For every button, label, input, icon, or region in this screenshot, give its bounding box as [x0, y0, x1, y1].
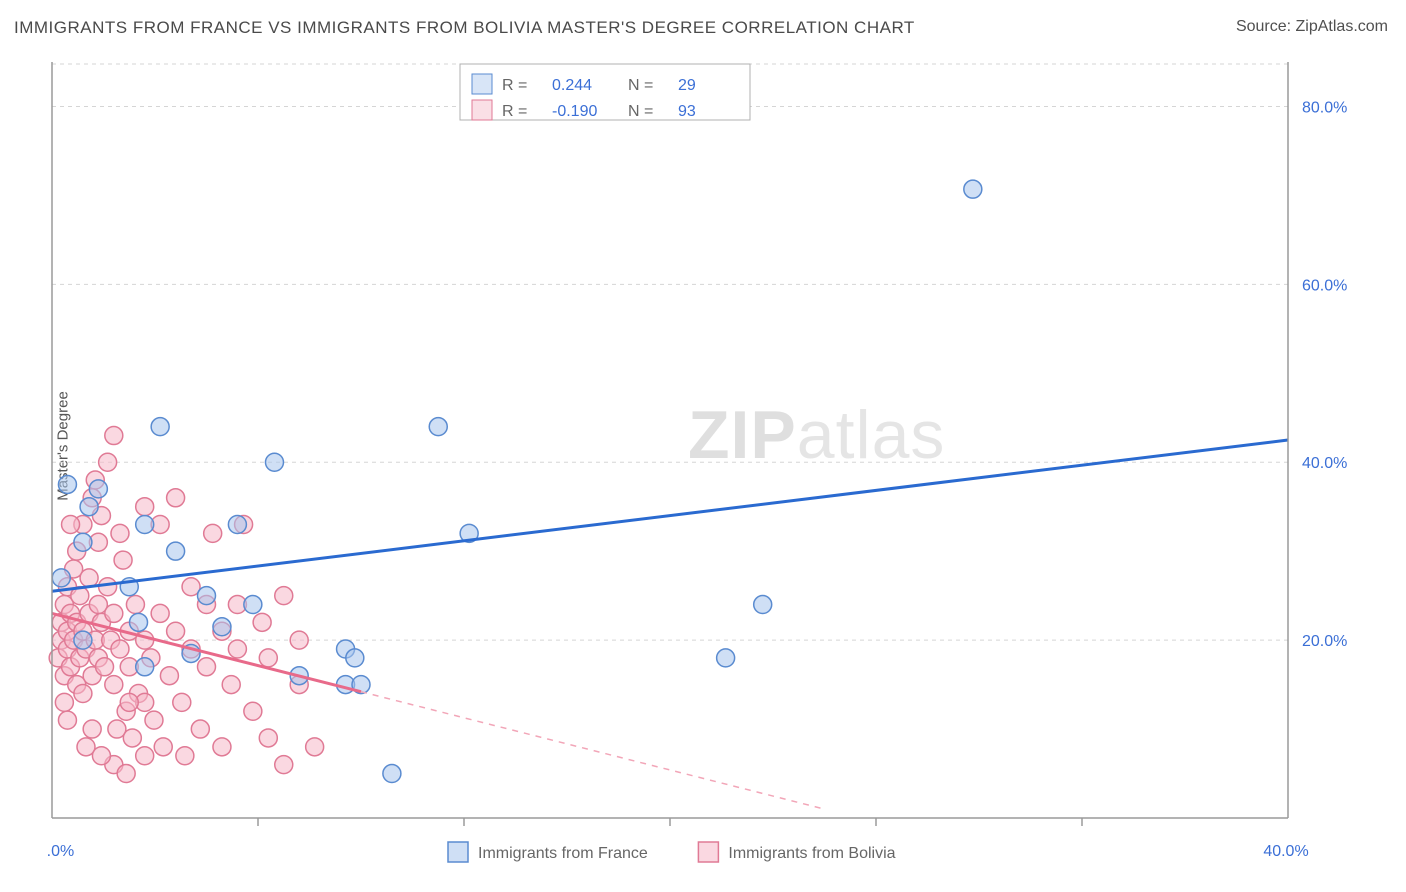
data-point [253, 613, 271, 631]
data-point [167, 542, 185, 560]
legend-n-label: N = [628, 103, 653, 120]
data-point [151, 604, 169, 622]
data-point [74, 684, 92, 702]
data-point [126, 596, 144, 614]
x-tick-label: 40.0% [1263, 843, 1308, 860]
data-point [198, 587, 216, 605]
source-name: ZipAtlas.com [1296, 18, 1388, 35]
data-point [383, 765, 401, 783]
data-point [275, 587, 293, 605]
legend-r-value: 0.244 [552, 77, 592, 94]
data-point [964, 180, 982, 198]
data-point [96, 658, 114, 676]
legend-n-value: 93 [678, 103, 696, 120]
data-point [52, 569, 70, 587]
data-point [265, 453, 283, 471]
data-point [80, 569, 98, 587]
data-point [117, 765, 135, 783]
x-tick-label: 0.0% [48, 843, 74, 860]
legend-swatch [472, 74, 492, 94]
y-tick-label: 20.0% [1302, 633, 1347, 650]
watermark: ZIPatlas [688, 397, 945, 473]
data-point [89, 480, 107, 498]
data-point [204, 524, 222, 542]
data-point [167, 622, 185, 640]
legend-r-value: -0.190 [552, 103, 597, 120]
data-point [717, 649, 735, 667]
data-point [306, 738, 324, 756]
data-point [228, 640, 246, 658]
plot-svg: ZIPatlas 20.0% 40.0% 60.0% 80.0% 0.0% 40.0% R =… [48, 58, 1348, 878]
data-point [114, 551, 132, 569]
data-point [111, 524, 129, 542]
source-credit: Source: ZipAtlas.com [1236, 18, 1388, 36]
data-point [429, 418, 447, 436]
data-point [259, 649, 277, 667]
y-tick-label: 40.0% [1302, 455, 1347, 472]
chart-title: IMMIGRANTS FROM FRANCE VS IMMIGRANTS FRO… [14, 18, 915, 38]
data-point [754, 596, 772, 614]
y-tick-label: 80.0% [1302, 99, 1347, 116]
data-point [244, 596, 262, 614]
legend-swatch [472, 100, 492, 120]
data-point [58, 711, 76, 729]
data-point [58, 475, 76, 493]
data-point [290, 631, 308, 649]
data-point [120, 693, 138, 711]
legend-r-label: R = [502, 103, 527, 120]
data-point [74, 533, 92, 551]
data-point [92, 747, 110, 765]
data-point [154, 738, 172, 756]
legend-n-label: N = [628, 77, 653, 94]
data-point [80, 498, 98, 516]
legend-r-label: R = [502, 77, 527, 94]
data-point [123, 729, 141, 747]
data-point [83, 720, 101, 738]
data-point [244, 702, 262, 720]
data-point [74, 631, 92, 649]
data-point [105, 604, 123, 622]
data-point [136, 515, 154, 533]
legend-swatch [698, 842, 718, 862]
data-point [222, 676, 240, 694]
data-point [99, 578, 117, 596]
data-point [198, 658, 216, 676]
legend-series-label: Immigrants from France [478, 845, 648, 862]
data-point [213, 738, 231, 756]
legend-series-label: Immigrants from Bolivia [728, 845, 895, 862]
data-point [213, 618, 231, 636]
data-point [191, 720, 209, 738]
data-point [99, 453, 117, 471]
y-tick-label: 60.0% [1302, 277, 1347, 294]
trend-line-bolivia-dash [361, 692, 825, 809]
data-point [160, 667, 178, 685]
data-point [173, 693, 191, 711]
data-point [259, 729, 277, 747]
data-point [111, 640, 129, 658]
data-point [136, 498, 154, 516]
data-point [105, 676, 123, 694]
data-point [346, 649, 364, 667]
data-point [167, 489, 185, 507]
data-point [62, 515, 80, 533]
data-point [136, 658, 154, 676]
data-point [105, 427, 123, 445]
legend-swatch [448, 842, 468, 862]
legend-n-value: 29 [678, 77, 696, 94]
data-point [145, 711, 163, 729]
data-point [130, 613, 148, 631]
correlation-chart: IMMIGRANTS FROM FRANCE VS IMMIGRANTS FRO… [0, 0, 1406, 892]
data-point [275, 756, 293, 774]
data-point [151, 418, 169, 436]
data-point [228, 515, 246, 533]
data-point [176, 747, 194, 765]
data-point [136, 747, 154, 765]
plot-area: ZIPatlas20.0%40.0%60.0%80.0%0.0%40.0%R =… [48, 58, 1348, 838]
source-label: Source: [1236, 18, 1296, 35]
data-point [55, 693, 73, 711]
